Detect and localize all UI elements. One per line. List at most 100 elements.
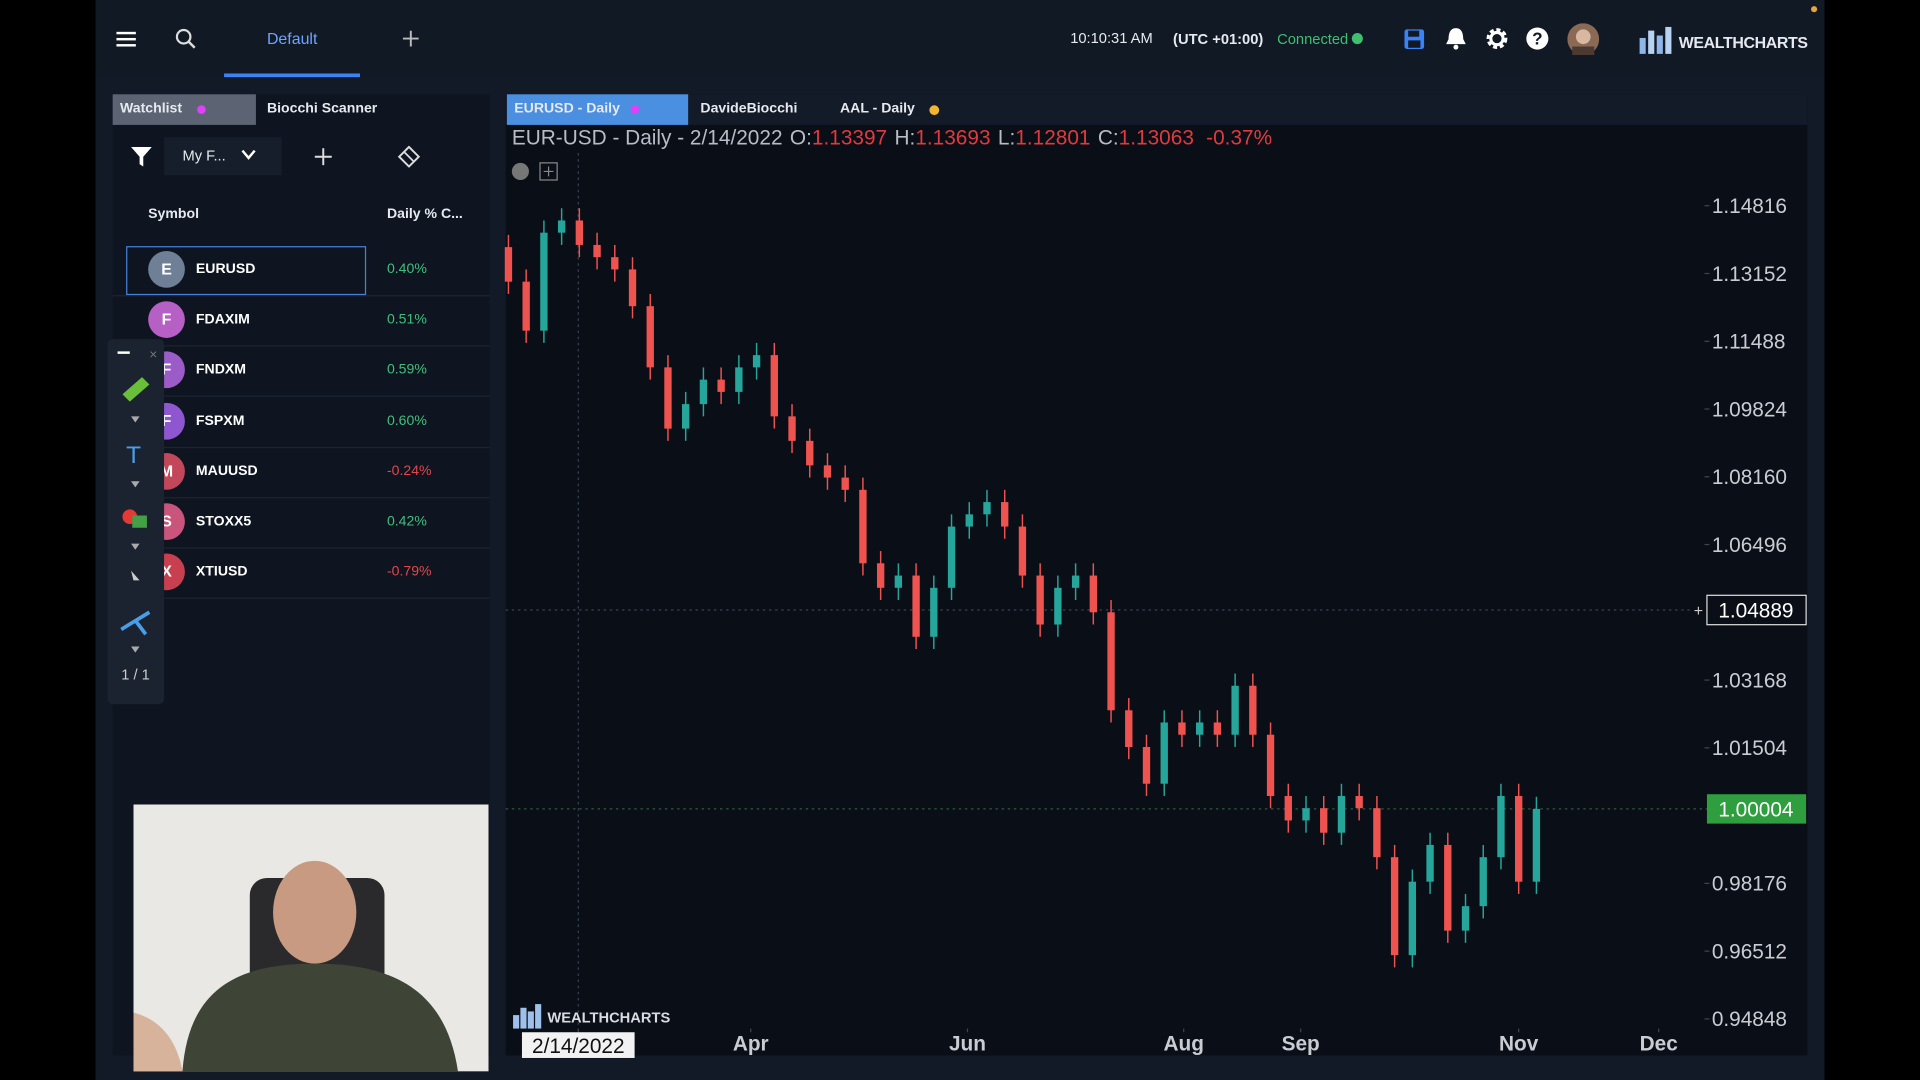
filter-icon[interactable] bbox=[131, 146, 152, 167]
svg-text:?: ? bbox=[1532, 29, 1542, 49]
candle-body bbox=[1089, 575, 1097, 613]
clock: 10:10:31 AM bbox=[1070, 29, 1153, 47]
chart-legend: EUR-USD - Daily - 2/14/2022 O:1.13397 H:1.… bbox=[512, 126, 1272, 150]
crosshair-price-box bbox=[1706, 594, 1807, 626]
candle-body bbox=[540, 232, 548, 331]
candle-body bbox=[611, 257, 619, 270]
candle-body bbox=[504, 247, 513, 282]
connection-status: Connected bbox=[1277, 30, 1349, 48]
watchlist-row[interactable] bbox=[112, 295, 490, 347]
ohlc-label: L: bbox=[997, 126, 1016, 150]
candle-body bbox=[1142, 746, 1151, 784]
chart-tab[interactable]: EURUSD - Daily bbox=[514, 101, 620, 117]
last-price-box bbox=[1706, 794, 1807, 824]
watchlist-tab[interactable]: Watchlist bbox=[120, 101, 183, 117]
daily-change: -0.79% bbox=[386, 564, 432, 580]
add-tab-icon[interactable] bbox=[402, 30, 419, 47]
chart-tab[interactable]: AAL - Daily bbox=[840, 101, 915, 117]
candle-body bbox=[1195, 722, 1204, 735]
watchlist-row[interactable] bbox=[112, 346, 490, 398]
symbol: FNDXM bbox=[195, 362, 246, 378]
alerts-icon[interactable] bbox=[1445, 27, 1467, 50]
y-tick-label: 0.98176 bbox=[1712, 873, 1787, 896]
y-tick-label: 1.09824 bbox=[1712, 398, 1787, 421]
change: -0.37% bbox=[1206, 126, 1273, 150]
candle-body bbox=[1249, 685, 1257, 735]
watchlist-row[interactable] bbox=[112, 497, 490, 549]
candle-body bbox=[717, 379, 725, 392]
watchlist-row[interactable] bbox=[112, 548, 490, 600]
chart-title: EUR-USD - Daily - 2/14/2022 bbox=[511, 126, 783, 150]
daily-change: 0.60% bbox=[386, 413, 427, 429]
filter-label: My F... bbox=[182, 146, 226, 165]
candle-body bbox=[1018, 526, 1027, 576]
tab-dot bbox=[630, 105, 640, 114]
candle-body bbox=[983, 502, 991, 515]
candle-body bbox=[628, 269, 637, 307]
symbol: EURUSD bbox=[195, 262, 256, 277]
candle-body bbox=[664, 367, 672, 429]
add-symbol-icon[interactable] bbox=[314, 148, 332, 166]
candle-body bbox=[1515, 795, 1523, 882]
notification-dot bbox=[1811, 6, 1818, 13]
webcam-video bbox=[133, 804, 489, 1072]
y-tick-label: 1.11488 bbox=[1712, 331, 1786, 354]
layout-tab[interactable]: Default bbox=[266, 29, 318, 48]
eraser-icon[interactable] bbox=[397, 145, 420, 168]
watchlist-row[interactable] bbox=[112, 447, 490, 499]
candle-body bbox=[1125, 710, 1133, 747]
chart-panel bbox=[505, 94, 1808, 1056]
y-tick-label: 1.13152 bbox=[1712, 263, 1787, 286]
logo-text: WEALTHCHARTS bbox=[1678, 33, 1808, 52]
chart-tab[interactable]: DavideBiocchi bbox=[700, 101, 798, 117]
crosshair-price: 1.04889 bbox=[1718, 599, 1793, 622]
x-tick-label: Apr bbox=[733, 1033, 769, 1056]
save-icon[interactable] bbox=[1403, 28, 1425, 50]
crosshair-plus: + bbox=[1694, 603, 1703, 620]
filter-select[interactable] bbox=[164, 137, 282, 176]
candle-body bbox=[557, 220, 566, 233]
candle-body bbox=[1337, 795, 1346, 833]
watermark-bar bbox=[520, 1007, 527, 1029]
drawing-tools: × T bbox=[117, 347, 157, 653]
candle-body bbox=[1160, 722, 1168, 784]
candle-body bbox=[1284, 795, 1292, 821]
crosshair-date-box bbox=[521, 1032, 635, 1058]
candle-body bbox=[1461, 906, 1470, 931]
candle-body bbox=[823, 465, 832, 478]
symbol: STOXX5 bbox=[195, 514, 252, 529]
ohlc-label: C: bbox=[1097, 126, 1119, 150]
svg-text:×: × bbox=[149, 347, 157, 362]
candle-body bbox=[1408, 881, 1417, 956]
candle-body bbox=[1373, 808, 1381, 858]
candle-body bbox=[930, 587, 938, 637]
watchlist-row[interactable] bbox=[112, 245, 490, 297]
chart-controls[interactable] bbox=[511, 160, 562, 182]
candle-body bbox=[859, 489, 867, 564]
y-tick-label: 1.06496 bbox=[1712, 534, 1787, 557]
watermark-bar bbox=[513, 1015, 520, 1029]
menu-icon[interactable] bbox=[116, 29, 136, 49]
daily-change: 0.40% bbox=[386, 262, 427, 277]
candle-body bbox=[1231, 685, 1239, 735]
candle-body bbox=[646, 306, 654, 368]
search-icon[interactable] bbox=[175, 28, 197, 50]
help-icon[interactable]: ? bbox=[1526, 27, 1549, 50]
column-header[interactable]: Symbol bbox=[148, 206, 200, 222]
candle-body bbox=[1054, 587, 1062, 625]
scanner-tab[interactable]: Biocchi Scanner bbox=[266, 101, 378, 117]
user-avatar[interactable] bbox=[1567, 23, 1600, 56]
daily-change: -0.24% bbox=[386, 463, 432, 479]
watchlist-row[interactable] bbox=[112, 396, 490, 448]
candle-body bbox=[912, 575, 920, 637]
daily-change: 0.42% bbox=[386, 514, 427, 529]
watchlist-tab-bg bbox=[112, 94, 256, 125]
svg-text:T: T bbox=[126, 442, 141, 469]
tab-dot bbox=[929, 105, 940, 116]
column-header[interactable]: Daily % C... bbox=[386, 206, 463, 222]
settings-icon[interactable] bbox=[1485, 27, 1508, 50]
ohlc-value: 1.13063 bbox=[1118, 126, 1194, 150]
candle-body bbox=[1426, 844, 1434, 882]
